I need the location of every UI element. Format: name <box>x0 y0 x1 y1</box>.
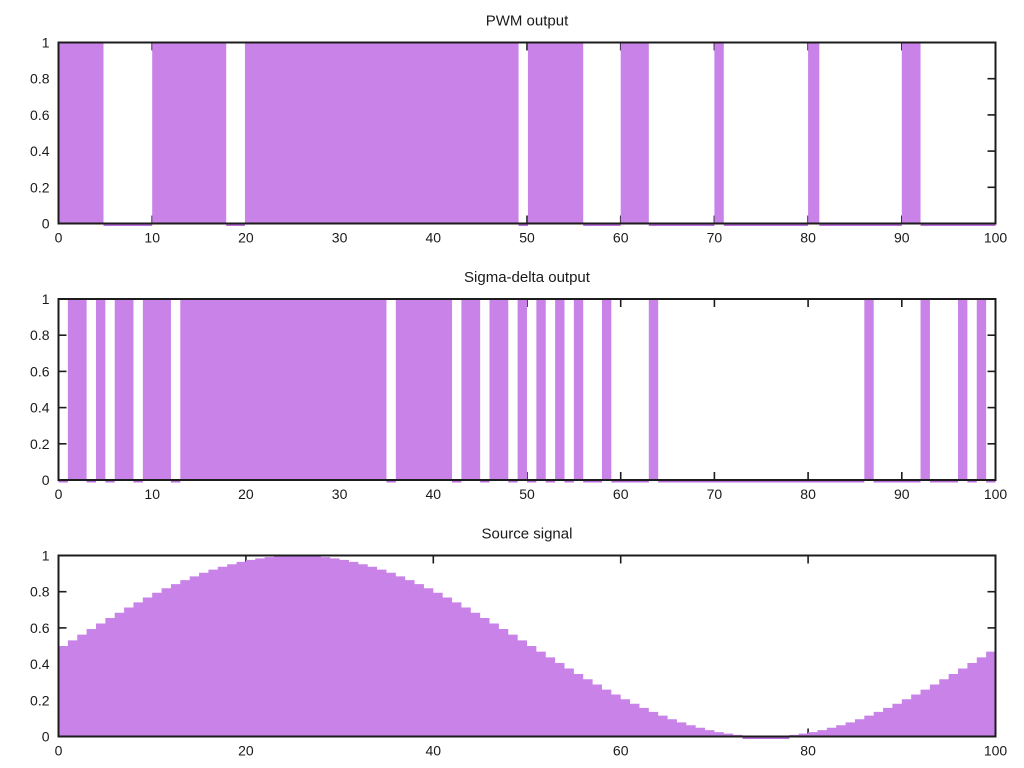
x-tick-label: 100 <box>984 486 1008 502</box>
y-tick-label: 0.4 <box>30 143 50 159</box>
pulse-bar <box>67 299 87 480</box>
x-tick-label: 100 <box>984 230 1008 246</box>
pulse-bar <box>958 299 968 480</box>
pulse-bar <box>920 299 930 480</box>
x-tick-label: 40 <box>426 486 442 502</box>
x-tick-label: 0 <box>55 743 63 759</box>
x-tick-label: 40 <box>426 743 442 759</box>
staircase-area <box>58 555 996 737</box>
pulse-bar <box>244 42 519 224</box>
pulse-bar <box>901 42 921 224</box>
x-tick-label: 90 <box>894 486 910 502</box>
pulse-bar <box>489 299 509 480</box>
pulse-bar <box>648 299 659 480</box>
pulse-bar <box>808 42 820 224</box>
x-tick-label: 0 <box>55 230 63 246</box>
x-tick-label: 50 <box>519 230 535 246</box>
pulse-bar <box>714 42 724 224</box>
y-tick-label: 0 <box>42 729 50 745</box>
pulse-bar <box>114 299 134 480</box>
x-tick-label: 70 <box>707 486 723 502</box>
y-tick-label: 0.6 <box>30 620 50 636</box>
pulse-bar <box>142 299 171 480</box>
pulse-bar <box>620 42 649 224</box>
pulse-bar <box>517 299 527 480</box>
pulse-bar <box>180 299 387 480</box>
x-tick-label: 20 <box>238 230 254 246</box>
pulse-bar <box>527 42 584 224</box>
y-tick-label: 0.4 <box>30 400 50 416</box>
pulse-bar <box>152 42 227 224</box>
y-tick-label: 0.8 <box>30 327 50 343</box>
pulse-bar <box>461 299 481 480</box>
y-tick-label: 0 <box>42 472 50 488</box>
plot-frame <box>57 298 997 481</box>
y-tick-label: 0.2 <box>30 436 50 452</box>
x-tick-label: 30 <box>332 230 348 246</box>
x-tick-label: 20 <box>238 486 254 502</box>
plot-frame <box>57 41 997 225</box>
y-tick-label: 0 <box>42 216 50 232</box>
pulse-bar <box>864 299 874 480</box>
x-tick-label: 70 <box>707 230 723 246</box>
y-tick-label: 0.2 <box>30 692 50 708</box>
sigma-delta-output-plot: 0 10 20 30 40 50 60 70 80 90 100 0 0.2 0.4 0.6 0.8 1 <box>30 291 1007 502</box>
y-tick-label: 0.6 <box>30 363 50 379</box>
y-tick-label: 1 <box>42 35 50 51</box>
x-tick-label: 10 <box>144 230 160 246</box>
x-tick-label: 50 <box>519 486 535 502</box>
pulse-bar <box>573 299 584 480</box>
x-tick-label: 10 <box>144 486 160 502</box>
y-tick-label: 0.8 <box>30 71 50 87</box>
y-tick-label: 1 <box>42 548 50 564</box>
y-tick-label: 0.8 <box>30 584 50 600</box>
sigma-delta-output-title: Sigma-delta output <box>464 269 591 286</box>
x-tick-label: 100 <box>984 743 1008 759</box>
pulse-bar <box>601 299 612 480</box>
x-tick-label: 40 <box>426 230 442 246</box>
y-tick-label: 1 <box>42 291 50 307</box>
x-tick-label: 60 <box>613 486 629 502</box>
pulse-bar <box>976 299 987 480</box>
pwm-output-plot: 0 10 20 30 40 50 60 70 80 90 100 0 0.2 0.4 0.6 0.8 1 <box>30 35 1007 246</box>
y-tick-label: 0.2 <box>30 179 50 195</box>
plot-frame <box>57 554 997 738</box>
source-signal-plot: 0 20 40 60 80 100 0 0.2 0.4 0.6 0.8 1 <box>30 548 1007 759</box>
x-tick-label: 0 <box>55 486 63 502</box>
pulse-bar <box>58 42 104 224</box>
x-tick-label: 80 <box>800 230 816 246</box>
x-tick-label: 30 <box>332 486 348 502</box>
x-tick-label: 80 <box>800 743 816 759</box>
x-tick-label: 90 <box>894 230 910 246</box>
source-signal-title: Source signal <box>482 526 573 543</box>
x-tick-label: 80 <box>800 486 816 502</box>
pwm-output-title: PWM output <box>486 13 569 30</box>
x-tick-label: 20 <box>238 743 254 759</box>
x-tick-label: 60 <box>613 230 629 246</box>
pulse-bar <box>555 299 565 480</box>
x-tick-label: 60 <box>613 743 629 759</box>
pulse-bar <box>395 299 453 480</box>
pulse-bar <box>95 299 106 480</box>
y-tick-label: 0.4 <box>30 656 50 672</box>
pulse-bar <box>536 299 546 480</box>
y-tick-label: 0.6 <box>30 107 50 123</box>
